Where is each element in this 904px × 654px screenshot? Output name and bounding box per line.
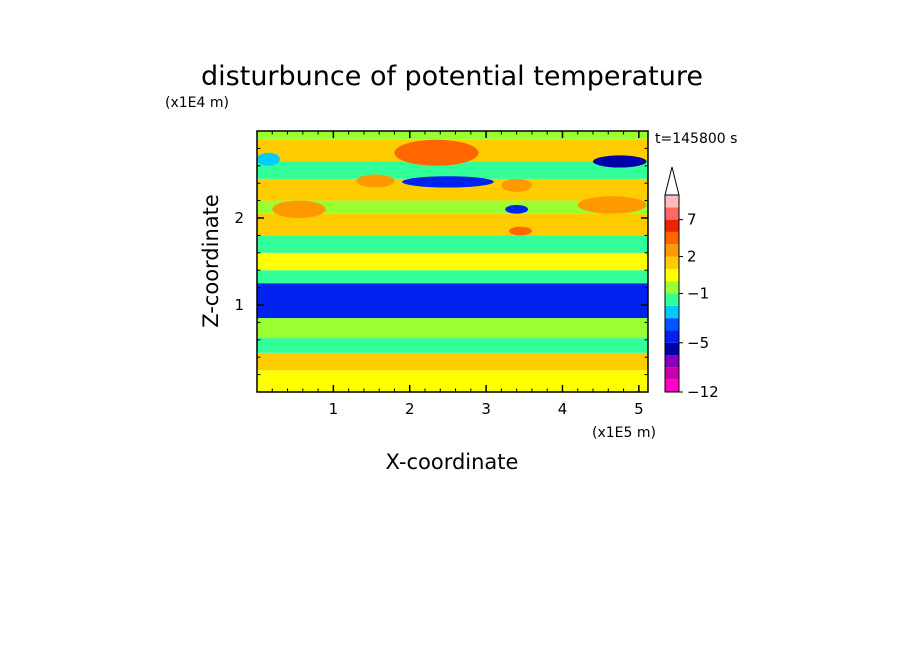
x-tick-label-4: 5 xyxy=(634,400,644,418)
colorbar-swatch-11 xyxy=(665,244,679,257)
colorbar-swatch-15 xyxy=(665,195,679,208)
field-band-4 xyxy=(257,283,648,319)
colorbar-swatch-7 xyxy=(665,293,679,306)
axis-ticks: 1 2 3 4 5 1 2 xyxy=(234,130,648,418)
field-feature-10 xyxy=(257,152,280,166)
colorbar-swatch-6 xyxy=(665,305,679,319)
field-band-9 xyxy=(257,200,648,214)
colorbar-label-4: −12 xyxy=(687,383,719,401)
chart-title: disturbunce of potential temperature xyxy=(201,61,703,92)
x-axis-label: X-coordinate xyxy=(386,450,519,474)
plot-frame xyxy=(256,130,649,393)
colorbar-extend-arrow xyxy=(664,166,680,196)
field-band-0 xyxy=(257,370,648,392)
field-feature-9 xyxy=(394,235,456,249)
field-feature-1 xyxy=(402,176,494,188)
y-tick-label-1: 2 xyxy=(234,209,244,227)
field-band-5 xyxy=(257,270,648,284)
y-tick-label-0: 1 xyxy=(234,296,244,314)
contour-field xyxy=(257,131,648,392)
x-tick-label-2: 3 xyxy=(481,400,491,418)
colorbar-swatch-1 xyxy=(665,367,679,380)
colorbar-swatch-5 xyxy=(665,318,679,331)
colorbar-swatch-13 xyxy=(665,219,679,232)
colorbar-swatch-4 xyxy=(665,330,679,343)
colorbar-swatch-9 xyxy=(665,268,679,282)
colorbar-label-0: 7 xyxy=(687,211,697,229)
field-band-10 xyxy=(257,178,648,201)
y-unit-label: (x1E4 m) xyxy=(165,95,229,111)
field-feature-2 xyxy=(593,155,647,168)
colorbar-label-1: 2 xyxy=(687,248,697,266)
field-band-2 xyxy=(257,338,648,353)
field-feature-3 xyxy=(505,204,529,214)
colorbar-label-2: −1 xyxy=(687,285,709,303)
colorbar-swatch-3 xyxy=(665,342,679,356)
field-band-8 xyxy=(257,213,648,236)
time-label: t=145800 s xyxy=(655,131,737,147)
colorbar-label-3: −5 xyxy=(687,334,709,352)
colorbar: 7 2 −1 −5 −12 xyxy=(664,166,719,401)
colorbar-swatch-12 xyxy=(665,231,679,245)
colorbar-swatch-0 xyxy=(665,379,679,392)
colorbar-swatch-2 xyxy=(665,355,679,368)
x-unit-label: (x1E5 m) xyxy=(592,425,656,441)
x-tick-label-3: 4 xyxy=(558,400,568,418)
colorbar-swatch-14 xyxy=(665,207,679,220)
field-feature-7 xyxy=(272,200,326,218)
x-tick-label-1: 2 xyxy=(405,400,415,418)
field-band-6 xyxy=(257,252,648,271)
field-band-1 xyxy=(257,352,648,371)
field-feature-4 xyxy=(509,226,532,236)
field-band-3 xyxy=(257,318,648,339)
colorbar-swatch-8 xyxy=(665,281,679,294)
x-tick-label-0: 1 xyxy=(329,400,339,418)
field-feature-8 xyxy=(577,196,647,214)
field-band-11 xyxy=(257,161,648,179)
y-axis-label: Z-coordinate xyxy=(199,194,223,328)
colorbar-swatch-10 xyxy=(665,256,679,269)
field-band-13 xyxy=(257,131,648,140)
field-feature-0 xyxy=(394,139,479,166)
field-feature-6 xyxy=(501,178,532,192)
field-feature-5 xyxy=(356,174,395,188)
